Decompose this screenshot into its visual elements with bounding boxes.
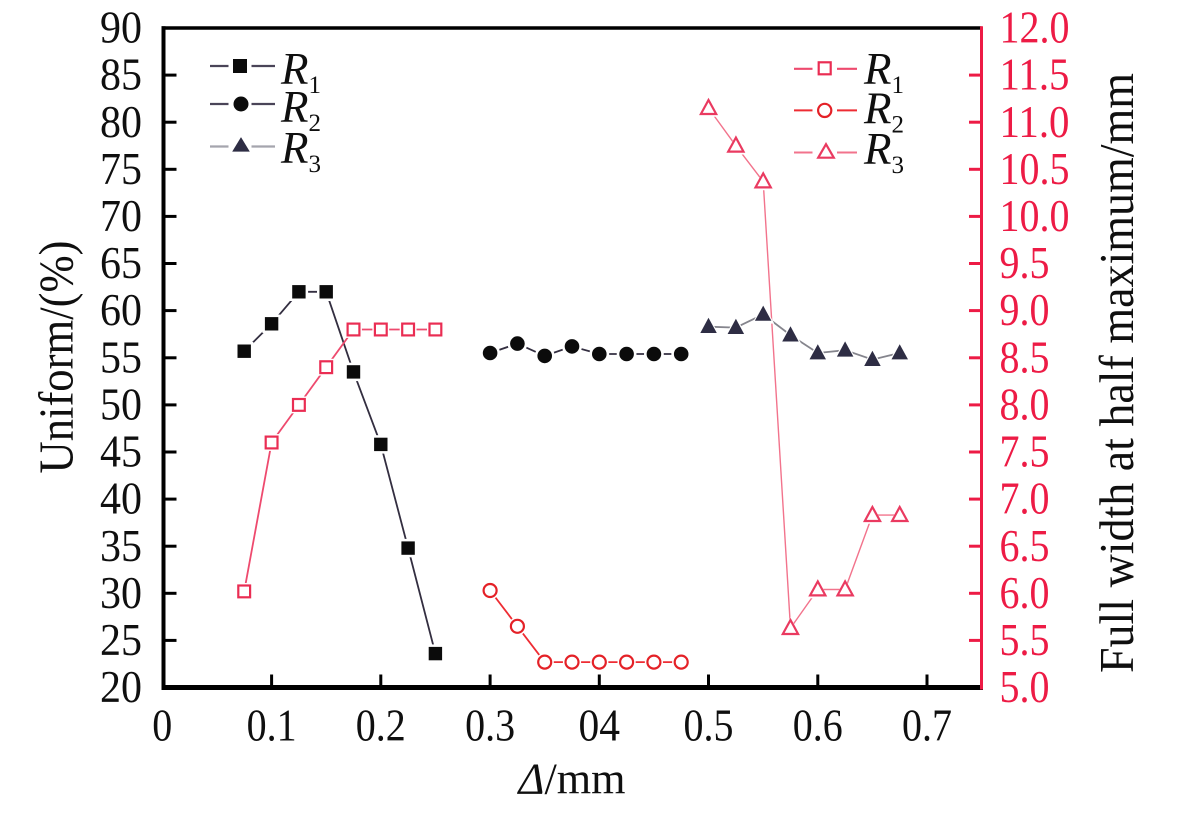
svg-text:70: 70 xyxy=(100,191,142,241)
svg-text:11.0: 11.0 xyxy=(1000,97,1070,147)
svg-text:35: 35 xyxy=(100,521,142,571)
svg-text:50: 50 xyxy=(100,380,142,430)
svg-text:R3: R3 xyxy=(863,124,904,179)
svg-text:30: 30 xyxy=(100,568,142,618)
svg-text:Δ/mm: Δ/mm xyxy=(516,755,625,804)
svg-text:9.0: 9.0 xyxy=(1000,285,1050,335)
svg-text:10.0: 10.0 xyxy=(1000,191,1070,241)
svg-text:5.5: 5.5 xyxy=(1000,615,1050,665)
svg-text:60: 60 xyxy=(100,285,142,335)
svg-text:10.5: 10.5 xyxy=(1000,144,1070,194)
svg-text:0: 0 xyxy=(152,701,172,751)
svg-text:04: 04 xyxy=(579,701,621,751)
svg-text:6.0: 6.0 xyxy=(1000,568,1050,618)
svg-text:0.7: 0.7 xyxy=(902,701,952,751)
svg-text:11.5: 11.5 xyxy=(1000,50,1070,100)
svg-text:55: 55 xyxy=(100,332,142,382)
svg-text:8.5: 8.5 xyxy=(1000,332,1050,382)
svg-text:75: 75 xyxy=(100,144,142,194)
svg-text:0.5: 0.5 xyxy=(684,701,734,751)
svg-text:5.0: 5.0 xyxy=(1000,662,1050,712)
svg-text:0.1: 0.1 xyxy=(247,701,297,751)
svg-text:85: 85 xyxy=(100,50,142,100)
svg-text:7.0: 7.0 xyxy=(1000,474,1050,524)
svg-text:25: 25 xyxy=(100,615,142,665)
svg-text:R1: R1 xyxy=(280,44,321,99)
svg-text:9.5: 9.5 xyxy=(1000,238,1050,288)
svg-text:R3: R3 xyxy=(280,123,321,178)
svg-text:6.5: 6.5 xyxy=(1000,521,1050,571)
svg-text:R1: R1 xyxy=(863,44,904,99)
svg-text:65: 65 xyxy=(100,238,142,288)
svg-text:90: 90 xyxy=(100,3,142,53)
svg-text:Uniform/(%): Uniform/(%) xyxy=(31,241,84,474)
svg-text:0.3: 0.3 xyxy=(465,701,515,751)
svg-text:45: 45 xyxy=(100,427,142,477)
svg-text:80: 80 xyxy=(100,97,142,147)
svg-text:20: 20 xyxy=(100,662,142,712)
svg-text:R2: R2 xyxy=(863,84,904,139)
svg-text:12.0: 12.0 xyxy=(1000,3,1070,53)
svg-text:Full width at half maximum/mm: Full width at half maximum/mm xyxy=(1091,73,1144,673)
svg-text:40: 40 xyxy=(100,474,142,524)
svg-text:R2: R2 xyxy=(280,82,321,137)
svg-text:8.0: 8.0 xyxy=(1000,380,1050,430)
svg-text:0.6: 0.6 xyxy=(793,701,843,751)
svg-text:7.5: 7.5 xyxy=(1000,427,1050,477)
svg-text:0.2: 0.2 xyxy=(356,701,406,751)
